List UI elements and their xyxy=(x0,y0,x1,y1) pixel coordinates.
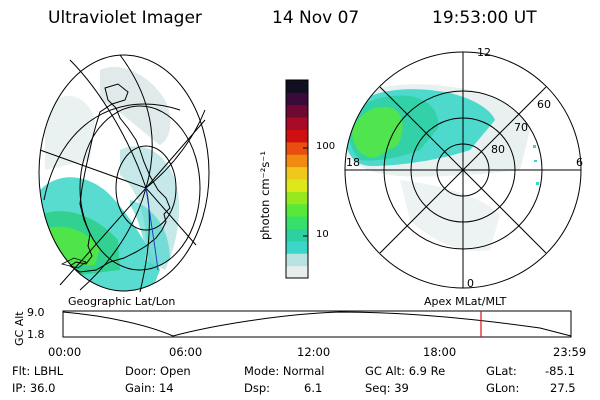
mode-status: Mode: Normal xyxy=(244,364,325,378)
dsp-label: Dsp: xyxy=(244,381,271,395)
colorbar-segment xyxy=(286,92,308,106)
colorbar-segment xyxy=(286,203,308,217)
colorbar-tick-100: 100 xyxy=(316,141,336,152)
filter-status: Flt: LBHL xyxy=(12,364,64,378)
altitude-ytick-low: 1.8 xyxy=(27,328,45,341)
mlt-label-0: 0 xyxy=(467,277,474,290)
instrument-title: Ultraviolet Imager xyxy=(48,8,202,28)
colorbar-segment xyxy=(286,253,308,267)
colorbar-segment xyxy=(286,166,308,180)
left-panel-caption: Geographic Lat/Lon xyxy=(68,295,176,308)
colorbar-segment xyxy=(286,191,308,205)
colorbar-segment xyxy=(286,141,308,155)
colorbar-unit-label: photon cm⁻²s⁻¹ xyxy=(258,151,272,240)
altitude-xtick-0600: 06:00 xyxy=(169,345,203,359)
ip-status: IP: 36.0 xyxy=(12,381,56,395)
altitude-ylabel: GC Alt xyxy=(13,311,26,346)
glon-value: 27.5 xyxy=(550,381,576,395)
colorbar-segment xyxy=(286,216,308,229)
mlt-label-6: 6 xyxy=(576,156,583,169)
colorbar-segment xyxy=(286,228,308,242)
colorbar-segment xyxy=(286,154,308,168)
altitude-ytick-high: 9.0 xyxy=(27,306,45,319)
colorbar-segment xyxy=(286,129,308,143)
colorbar-segment xyxy=(286,104,308,118)
altitude-plot xyxy=(62,310,572,338)
colorbar-segment xyxy=(286,179,308,192)
seq-status: Seq: 39 xyxy=(365,381,409,395)
door-status: Door: Open xyxy=(125,364,191,378)
colorbar xyxy=(285,79,309,279)
glat-value: -85.1 xyxy=(545,364,575,378)
glat-label: GLat: xyxy=(486,364,517,378)
colorbar-tick-10: 10 xyxy=(316,229,329,240)
mlt-label-12: 12 xyxy=(477,46,491,59)
colorbar-frame xyxy=(285,79,309,279)
altitude-xtick-2359: 23:59 xyxy=(553,345,587,359)
lat-label-70: 70 xyxy=(514,121,528,134)
gc-alt-status: GC Alt: 6.9 Re xyxy=(365,364,446,378)
colorbar-segment xyxy=(286,265,308,279)
glon-label: GLon: xyxy=(486,381,520,395)
time-label: 19:53:00 UT xyxy=(432,8,537,28)
mlat-mlt-polar-plot xyxy=(344,51,582,289)
geographic-image xyxy=(38,54,210,293)
colorbar-segment xyxy=(286,240,308,254)
altitude-xtick-1200: 12:00 xyxy=(297,345,331,359)
gain-status: Gain: 14 xyxy=(125,381,174,395)
colorbar-segment xyxy=(286,117,308,130)
date-label: 14 Nov 07 xyxy=(272,8,360,28)
colorbar-segment xyxy=(286,80,308,93)
mlt-label-18: 18 xyxy=(346,156,360,169)
dsp-value: 6.1 xyxy=(304,381,323,395)
altitude-xtick-0000: 00:00 xyxy=(48,345,82,359)
lat-label-80: 80 xyxy=(491,143,505,156)
right-panel-caption: Apex MLat/MLT xyxy=(424,295,507,308)
altitude-xtick-1800: 18:00 xyxy=(423,345,457,359)
lat-label-60: 60 xyxy=(537,98,551,111)
